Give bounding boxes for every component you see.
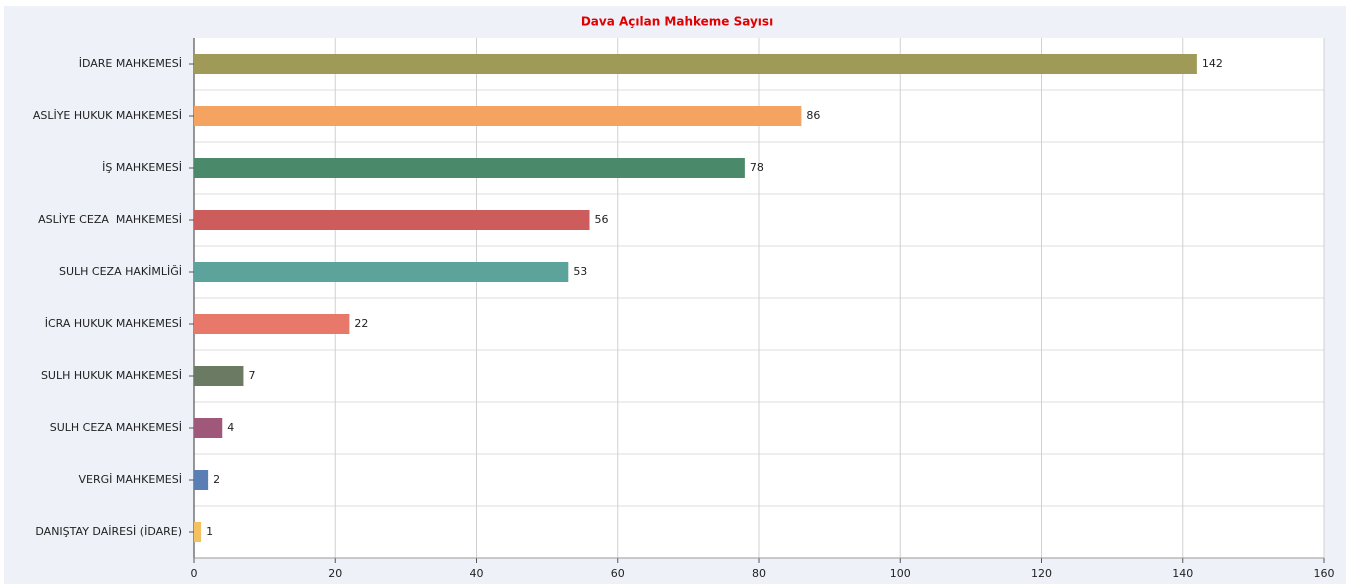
data-label: 22: [354, 317, 368, 330]
y-tick-label: SULH HUKUK MAHKEMESİ: [41, 369, 182, 382]
y-tick-label: İDARE MAHKEMESİ: [79, 57, 182, 70]
data-label: 2: [213, 473, 220, 486]
data-label: 78: [750, 161, 764, 174]
bar: [194, 470, 209, 490]
y-tick-label: ASLİYE CEZA MAHKEMESİ: [38, 213, 182, 226]
x-tick-label: 80: [752, 567, 766, 580]
x-tick-label: 160: [1314, 567, 1335, 580]
y-tick-label: İŞ MAHKEMESİ: [102, 161, 182, 174]
bar: [194, 106, 802, 126]
bar: [194, 314, 350, 334]
x-tick-label: 0: [191, 567, 198, 580]
y-tick-label: ASLİYE HUKUK MAHKEMESİ: [33, 109, 182, 122]
y-tick-label: İCRA HUKUK MAHKEMESİ: [45, 317, 182, 330]
x-tick-label: 140: [1172, 567, 1193, 580]
x-tick-label: 40: [470, 567, 484, 580]
x-tick-label: 100: [890, 567, 911, 580]
bar: [194, 158, 745, 178]
x-tick-label: 120: [1031, 567, 1052, 580]
chart-title: Dava Açılan Mahkeme Sayısı: [581, 15, 773, 29]
bar: [194, 54, 1197, 74]
data-label: 56: [595, 213, 609, 226]
data-label: 142: [1202, 57, 1223, 70]
bar: [194, 522, 202, 542]
x-tick-label: 60: [611, 567, 625, 580]
y-tick-label: SULH CEZA MAHKEMESİ: [50, 421, 182, 434]
bar: [194, 262, 569, 282]
y-tick-label: SULH CEZA HAKİMLİĞİ: [59, 265, 182, 278]
data-label: 4: [227, 421, 234, 434]
y-tick-label: VERGİ MAHKEMESİ: [78, 473, 182, 486]
data-label: 1: [206, 525, 213, 538]
x-tick-label: 20: [328, 567, 342, 580]
bar: [194, 418, 223, 438]
data-label: 53: [573, 265, 587, 278]
bar: [194, 366, 244, 386]
y-tick-label: DANIŞTAY DAİRESİ (İDARE): [35, 525, 182, 538]
data-label: 86: [806, 109, 820, 122]
data-label: 7: [248, 369, 255, 382]
bar: [194, 210, 590, 230]
